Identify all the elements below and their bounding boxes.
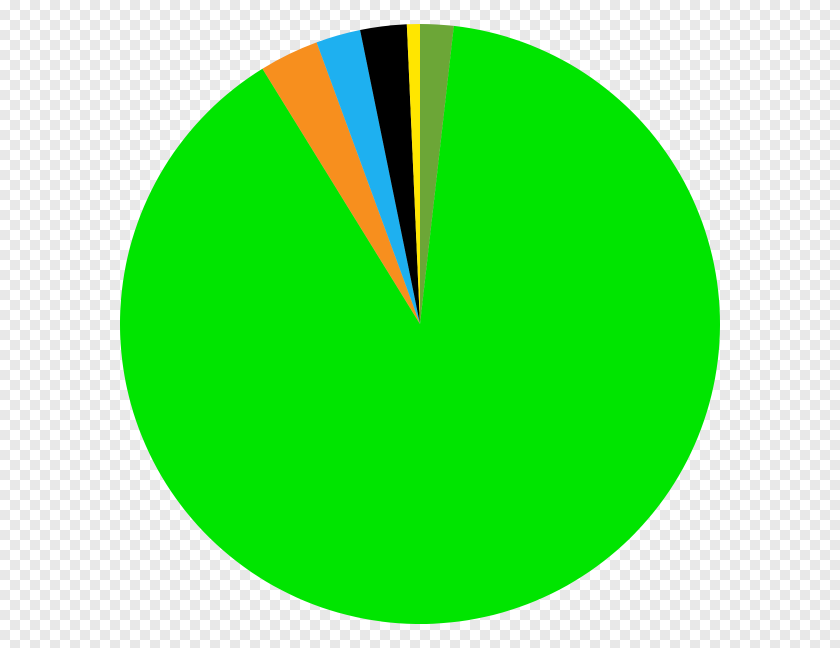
pie-chart	[110, 14, 730, 634]
pie-chart-container	[110, 14, 730, 634]
